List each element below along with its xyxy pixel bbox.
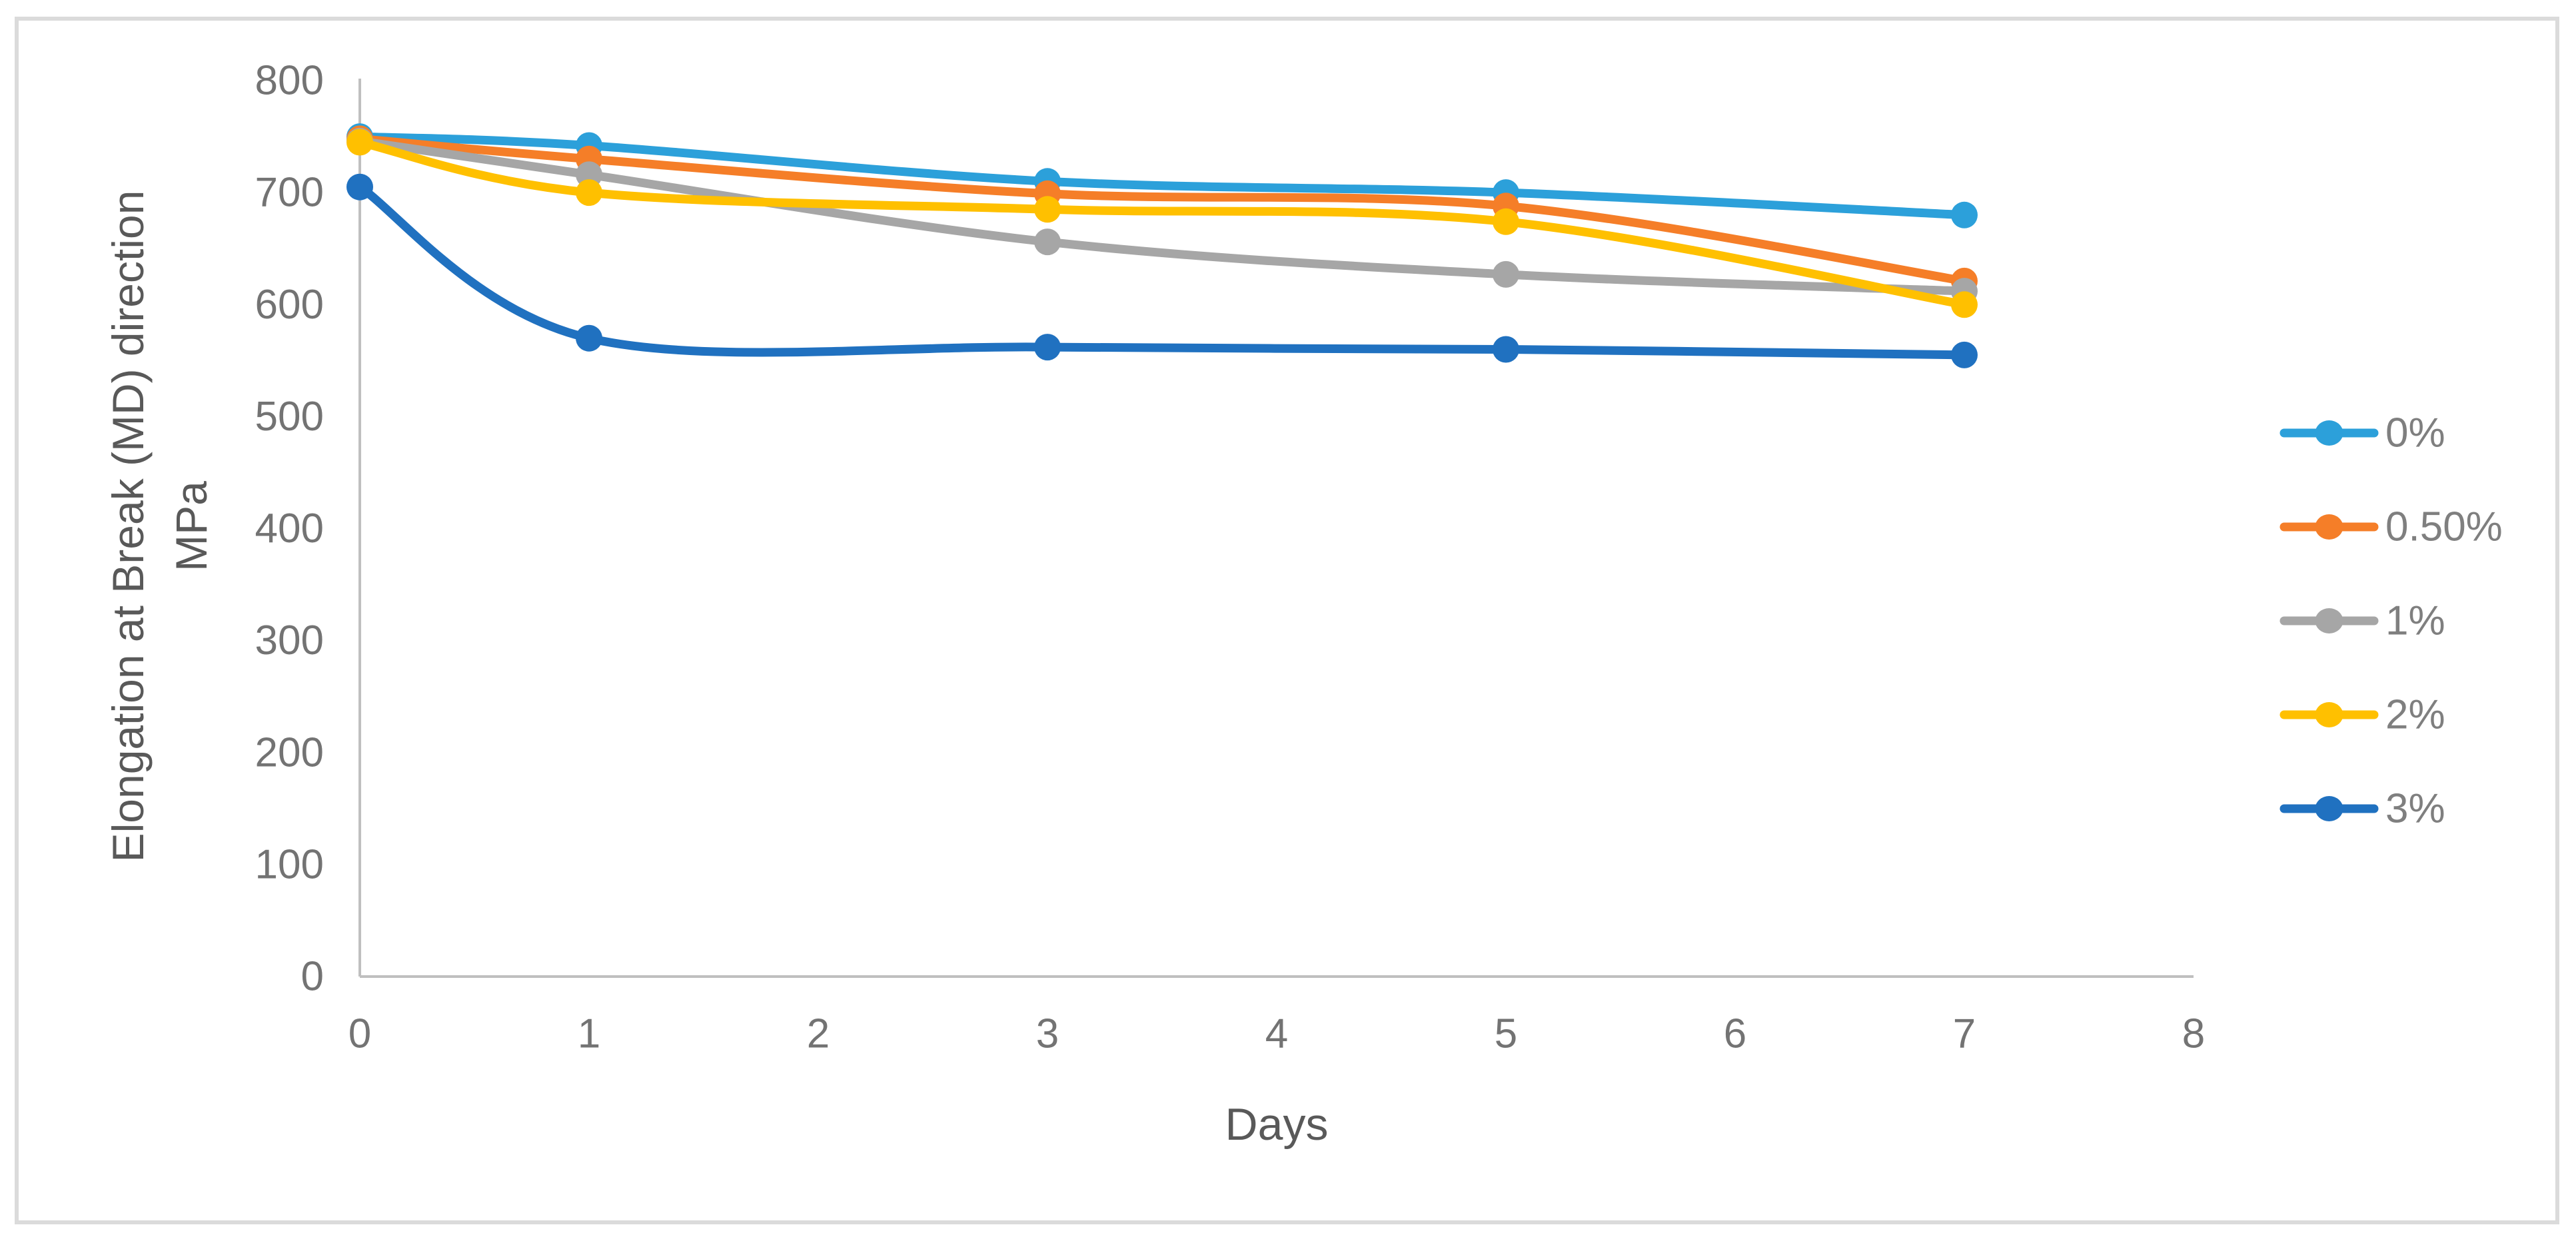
figure-border [15, 17, 2559, 1224]
y-tick-labels: 0 100 200 300 400 500 600 700 800 [255, 58, 324, 1000]
series-3% [346, 173, 1978, 368]
legend-label: 0.50% [2385, 504, 2503, 550]
legend-item-0%: 0% [2279, 410, 2445, 456]
x-tick-label: 8 [2182, 1011, 2205, 1057]
data-point-marker [1493, 336, 1519, 363]
legend-marker-dot [2315, 796, 2343, 821]
y-axis-title-line: MPa [167, 481, 216, 572]
x-tick-label: 7 [1953, 1011, 1976, 1057]
y-tick-label: 600 [255, 282, 324, 328]
legend-label: 3% [2385, 786, 2445, 832]
data-point-marker [1493, 260, 1519, 288]
legend-item-2%: 2% [2279, 692, 2445, 738]
axes [358, 79, 2194, 978]
data-point-marker [576, 324, 602, 352]
data-point-marker [1034, 334, 1061, 361]
legend-marker-dot [2315, 420, 2343, 446]
legend-label: 1% [2385, 598, 2445, 644]
legend-marker-dot [2315, 514, 2343, 540]
legend-item-3%: 3% [2279, 786, 2445, 832]
data-point-marker [1493, 208, 1519, 235]
y-tick-label: 100 [255, 841, 324, 887]
legend-marker-dot [2315, 702, 2343, 727]
y-tick-label: 400 [255, 506, 324, 552]
x-tick-label: 6 [1724, 1011, 1746, 1057]
y-tick-label: 300 [255, 618, 324, 663]
y-tick-label: 500 [255, 394, 324, 440]
y-axis-title-line: Elongation at Break (MD) direction [103, 191, 153, 863]
y-axis-title: Elongation at Break (MD) direction MPa [103, 191, 216, 863]
x-tick-label: 4 [1265, 1011, 1288, 1057]
series-line [355, 138, 1969, 309]
y-tick-label: 800 [255, 58, 324, 104]
x-tick-label: 1 [578, 1011, 600, 1057]
data-point-marker [346, 129, 373, 156]
x-tick-label: 0 [348, 1011, 371, 1057]
series-line [355, 183, 1969, 360]
data-point-marker [576, 179, 602, 207]
data-point-marker [1034, 228, 1061, 256]
data-point-marker [346, 173, 373, 201]
series-line [355, 137, 1969, 296]
x-tick-label: 3 [1036, 1011, 1059, 1057]
y-tick-label: 0 [301, 954, 324, 1000]
y-tick-label: 700 [255, 170, 324, 216]
data-point-marker [1034, 196, 1061, 223]
legend: 0% 0.50% 1% 2% 3% [2279, 410, 2503, 832]
data-point-marker [1951, 291, 1978, 318]
series-2% [346, 129, 1978, 318]
x-tick-labels: 0 1 2 3 4 5 6 7 8 [348, 1011, 2205, 1057]
series-line [355, 134, 1969, 286]
x-axis-title: Days [1225, 1099, 1329, 1150]
data-point-marker [1951, 341, 1978, 368]
x-tick-label: 5 [1495, 1011, 1517, 1057]
legend-label: 0% [2385, 410, 2445, 456]
data-point-marker [1951, 201, 1978, 228]
legend-item-0.50%: 0.50% [2279, 504, 2503, 550]
y-tick-label: 200 [255, 729, 324, 775]
legend-marker-dot [2315, 608, 2343, 633]
legend-label: 2% [2385, 692, 2445, 738]
series-line [355, 132, 1969, 220]
legend-item-1%: 1% [2279, 598, 2445, 644]
x-tick-label: 2 [807, 1011, 830, 1057]
